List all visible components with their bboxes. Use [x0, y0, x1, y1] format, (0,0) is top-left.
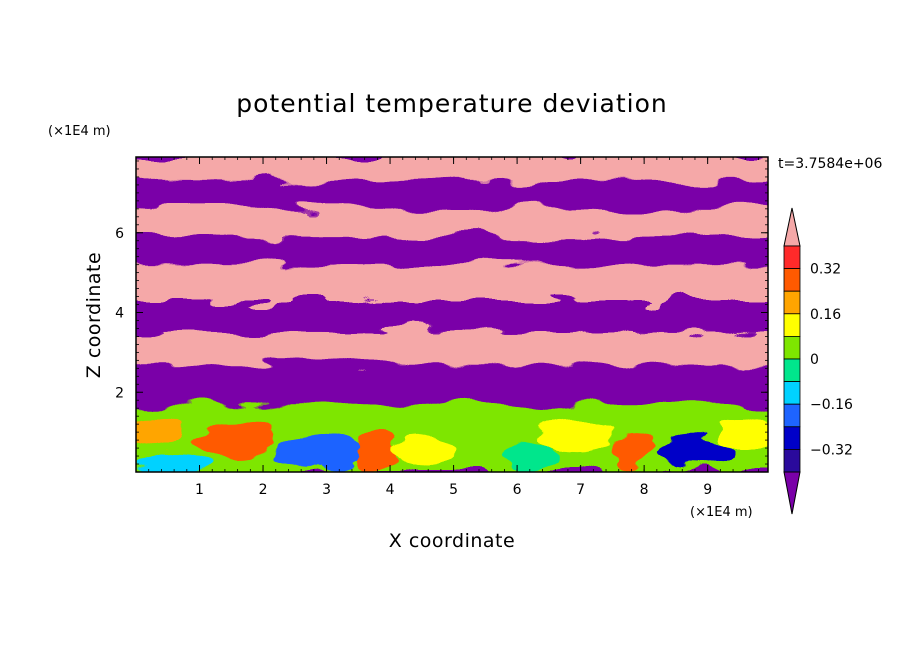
colorbar-segment — [783, 268, 801, 292]
colorbar-tick-label: 0.32 — [810, 262, 841, 278]
x-tick-label: 7 — [576, 482, 585, 498]
field-band — [136, 236, 768, 265]
y-tick-label: 6 — [115, 226, 124, 242]
x-axis-unit: (×1E4 m) — [690, 505, 753, 520]
colorbar-extend-max — [783, 207, 801, 247]
colorbar-tick-label: 0.16 — [810, 307, 841, 323]
y-tick-label: 2 — [115, 385, 124, 401]
x-tick-label: 3 — [322, 482, 331, 498]
field-eddy — [504, 444, 556, 469]
field-eddy — [720, 416, 768, 449]
x-tick-label: 2 — [259, 482, 268, 498]
colorbar-tick-label: −0.32 — [810, 442, 853, 458]
x-tick-label: 1 — [195, 482, 204, 498]
colorbar-extend-min — [783, 471, 801, 515]
field-band — [136, 300, 768, 333]
y-tick-label: 4 — [115, 306, 124, 322]
colorbar-segment — [783, 426, 801, 450]
field-layer — [136, 157, 768, 472]
colorbar-tick-label: 0 — [810, 352, 819, 368]
chart-title: potential temperature deviation — [236, 89, 667, 118]
field-eddy — [199, 424, 276, 457]
field-band — [136, 264, 768, 301]
colorbar-segment — [783, 358, 801, 383]
colorbar-segment — [783, 403, 801, 428]
field-eddy — [358, 424, 397, 472]
field-band — [136, 180, 768, 209]
x-tick-label: 4 — [386, 482, 395, 498]
y-axis-label: Z coordinate — [83, 252, 105, 378]
field-eddy — [275, 434, 365, 471]
field-eddy — [612, 428, 651, 469]
plot-area — [136, 157, 768, 472]
field-band — [136, 364, 768, 405]
x-tick-label: 5 — [449, 482, 458, 498]
x-tick-label: 6 — [513, 482, 522, 498]
field-eddy — [536, 420, 613, 453]
colorbar-segment — [783, 448, 801, 473]
time-label: t=3.7584e+06 — [778, 156, 882, 172]
colorbar-segment — [783, 335, 801, 360]
colorbar-segment — [783, 290, 801, 315]
colorbar: 0.32 0.16 0 −0.16 −0.32 — [783, 207, 853, 515]
field-band — [136, 332, 768, 365]
colorbar-tick-label: −0.16 — [810, 397, 853, 413]
field-band — [136, 208, 768, 237]
field-eddy — [390, 440, 454, 465]
x-tick-label: 9 — [703, 482, 712, 498]
field-eddy — [656, 436, 734, 469]
field-band — [136, 157, 768, 181]
colorbar-segment — [783, 245, 801, 270]
y-axis-unit: (×1E4 m) — [48, 124, 111, 139]
colorbar-segment — [783, 381, 801, 405]
x-tick-label: 8 — [640, 482, 649, 498]
y-axis: 2 4 6 — [115, 160, 768, 465]
x-axis-label: X coordinate — [389, 530, 515, 552]
colorbar-segment — [783, 313, 801, 337]
plot-frame — [135, 156, 769, 473]
x-axis: 1 2 3 4 5 6 7 8 9 — [148, 157, 759, 498]
field-eddy — [136, 456, 213, 472]
field-eddy — [136, 422, 187, 451]
